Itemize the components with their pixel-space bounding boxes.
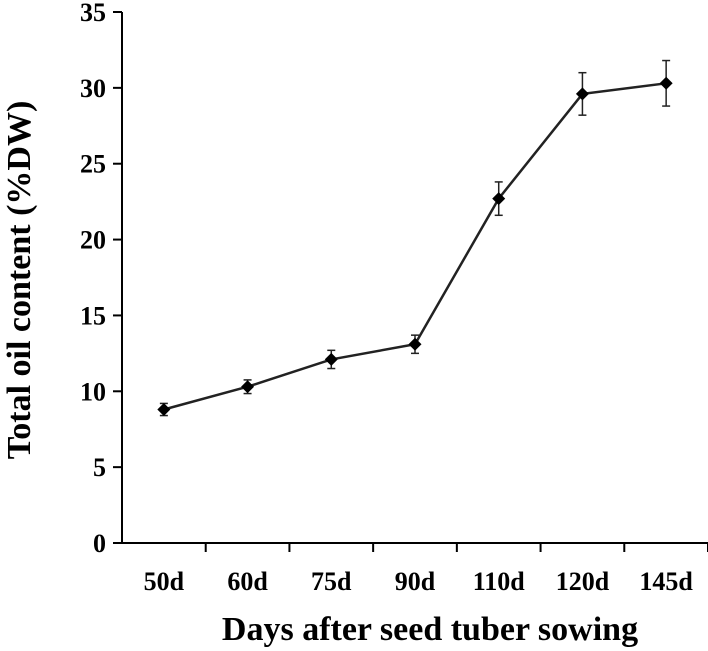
- y-tick-label: 35: [80, 0, 106, 27]
- series-line: [163, 82, 667, 411]
- y-tick-label: 30: [80, 74, 106, 103]
- x-tick-label: 75d: [311, 567, 352, 596]
- x-tick-label: 60d: [227, 567, 268, 596]
- x-tick-label: 90d: [395, 567, 436, 596]
- y-tick-label: 15: [80, 301, 106, 330]
- series: [157, 59, 673, 417]
- data-point-marker: [659, 76, 673, 90]
- x-ticks: 50d 60d 75d 90d 110d 120d 145d: [144, 543, 708, 596]
- x-tick-label: 120d: [556, 567, 610, 596]
- x-axis-title: Days after seed tuber sowing: [222, 611, 638, 648]
- x-tick-label: 110d: [473, 567, 526, 596]
- data-point-marker: [157, 402, 171, 416]
- y-tick-label: 0: [93, 529, 106, 558]
- y-ticks: 0 5 10 15 20 25 30 35: [80, 0, 122, 558]
- axes: [121, 12, 708, 544]
- data-point-marker: [241, 380, 255, 394]
- data-point-marker: [575, 87, 589, 101]
- y-axis-title: Total oil content (%DW): [1, 101, 38, 460]
- x-tick-label: 145d: [639, 567, 693, 596]
- y-tick-label: 20: [80, 226, 106, 255]
- x-tick-label: 50d: [144, 567, 185, 596]
- y-tick-label: 10: [80, 377, 106, 406]
- y-tick-label: 25: [80, 150, 106, 179]
- data-point-marker: [324, 352, 338, 366]
- y-tick-label: 5: [93, 453, 106, 482]
- data-point-marker: [408, 337, 422, 351]
- data-point-marker: [492, 192, 506, 206]
